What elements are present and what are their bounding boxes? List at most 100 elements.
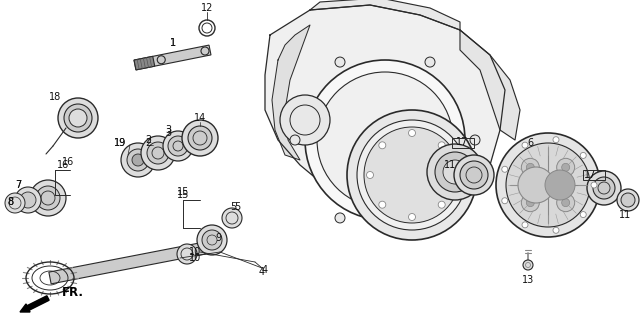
Text: 15: 15 — [177, 190, 189, 200]
Bar — [452, 138, 474, 148]
Ellipse shape — [188, 126, 212, 150]
Ellipse shape — [202, 230, 222, 250]
Text: 5: 5 — [230, 202, 236, 212]
Circle shape — [557, 158, 575, 176]
Circle shape — [451, 171, 458, 178]
Ellipse shape — [177, 244, 197, 264]
Circle shape — [408, 213, 415, 220]
Circle shape — [580, 152, 586, 158]
Text: 13: 13 — [522, 275, 534, 285]
Circle shape — [379, 142, 386, 149]
FancyArrow shape — [20, 296, 49, 312]
Text: 6: 6 — [527, 138, 533, 148]
Text: 17: 17 — [584, 170, 596, 180]
Ellipse shape — [506, 143, 590, 227]
Ellipse shape — [15, 187, 41, 213]
Text: 8: 8 — [7, 197, 13, 207]
Ellipse shape — [132, 154, 144, 166]
Polygon shape — [460, 30, 520, 140]
Polygon shape — [134, 56, 155, 70]
Text: FR.: FR. — [62, 287, 84, 300]
Text: 10: 10 — [189, 247, 201, 257]
Circle shape — [335, 213, 345, 223]
Text: 19: 19 — [114, 138, 126, 148]
Ellipse shape — [36, 186, 60, 210]
Circle shape — [379, 201, 386, 208]
Ellipse shape — [69, 109, 87, 127]
Polygon shape — [310, 0, 460, 30]
Ellipse shape — [435, 152, 475, 192]
Ellipse shape — [621, 193, 635, 207]
Ellipse shape — [460, 161, 488, 189]
Ellipse shape — [364, 127, 460, 223]
Text: 8: 8 — [7, 197, 13, 207]
Circle shape — [438, 142, 445, 149]
Circle shape — [545, 170, 575, 200]
Text: 7: 7 — [15, 180, 21, 190]
Text: 14: 14 — [194, 113, 206, 123]
Text: 10: 10 — [189, 253, 201, 263]
Ellipse shape — [121, 143, 155, 177]
Circle shape — [522, 158, 540, 176]
Text: 16: 16 — [57, 160, 69, 170]
Ellipse shape — [58, 98, 98, 138]
Ellipse shape — [141, 136, 175, 170]
Text: 2: 2 — [145, 138, 151, 148]
Text: 4: 4 — [262, 265, 268, 275]
Circle shape — [591, 182, 597, 188]
Text: 18: 18 — [49, 92, 61, 102]
Polygon shape — [134, 45, 211, 70]
Ellipse shape — [163, 131, 193, 161]
Circle shape — [562, 163, 570, 171]
Circle shape — [367, 171, 374, 178]
Ellipse shape — [593, 177, 615, 199]
Ellipse shape — [443, 160, 467, 184]
Bar — [583, 170, 605, 180]
Ellipse shape — [317, 72, 453, 208]
Ellipse shape — [168, 136, 188, 156]
Text: 19: 19 — [114, 138, 126, 148]
Ellipse shape — [587, 171, 621, 205]
Ellipse shape — [182, 120, 218, 156]
Ellipse shape — [496, 133, 600, 237]
Text: 1: 1 — [170, 38, 176, 48]
Circle shape — [408, 129, 415, 136]
Ellipse shape — [197, 225, 227, 255]
Text: 5: 5 — [234, 202, 240, 212]
Polygon shape — [272, 25, 310, 160]
Text: 17: 17 — [456, 137, 468, 147]
Text: 15: 15 — [177, 187, 189, 197]
Text: 16: 16 — [62, 157, 74, 167]
Circle shape — [425, 213, 435, 223]
Text: 11: 11 — [444, 160, 456, 170]
Text: 4: 4 — [259, 267, 265, 277]
Circle shape — [502, 166, 508, 172]
Ellipse shape — [357, 120, 467, 230]
Circle shape — [290, 135, 300, 145]
Circle shape — [562, 199, 570, 207]
Circle shape — [518, 167, 554, 203]
Circle shape — [526, 163, 534, 171]
Ellipse shape — [20, 192, 36, 208]
Text: 1: 1 — [170, 38, 176, 48]
Ellipse shape — [222, 208, 242, 228]
Circle shape — [522, 142, 528, 148]
Ellipse shape — [305, 60, 465, 220]
Ellipse shape — [64, 104, 92, 132]
Ellipse shape — [127, 149, 149, 171]
Ellipse shape — [30, 180, 66, 216]
Circle shape — [438, 201, 445, 208]
Circle shape — [553, 137, 559, 143]
Ellipse shape — [427, 144, 483, 200]
Polygon shape — [49, 242, 206, 284]
Text: 11: 11 — [619, 210, 631, 220]
Circle shape — [335, 57, 345, 67]
Text: 3: 3 — [165, 125, 171, 135]
Circle shape — [425, 57, 435, 67]
Circle shape — [580, 211, 586, 218]
Circle shape — [470, 135, 480, 145]
Circle shape — [523, 260, 533, 270]
Ellipse shape — [280, 95, 330, 145]
Text: 9: 9 — [215, 233, 221, 243]
Ellipse shape — [5, 193, 25, 213]
